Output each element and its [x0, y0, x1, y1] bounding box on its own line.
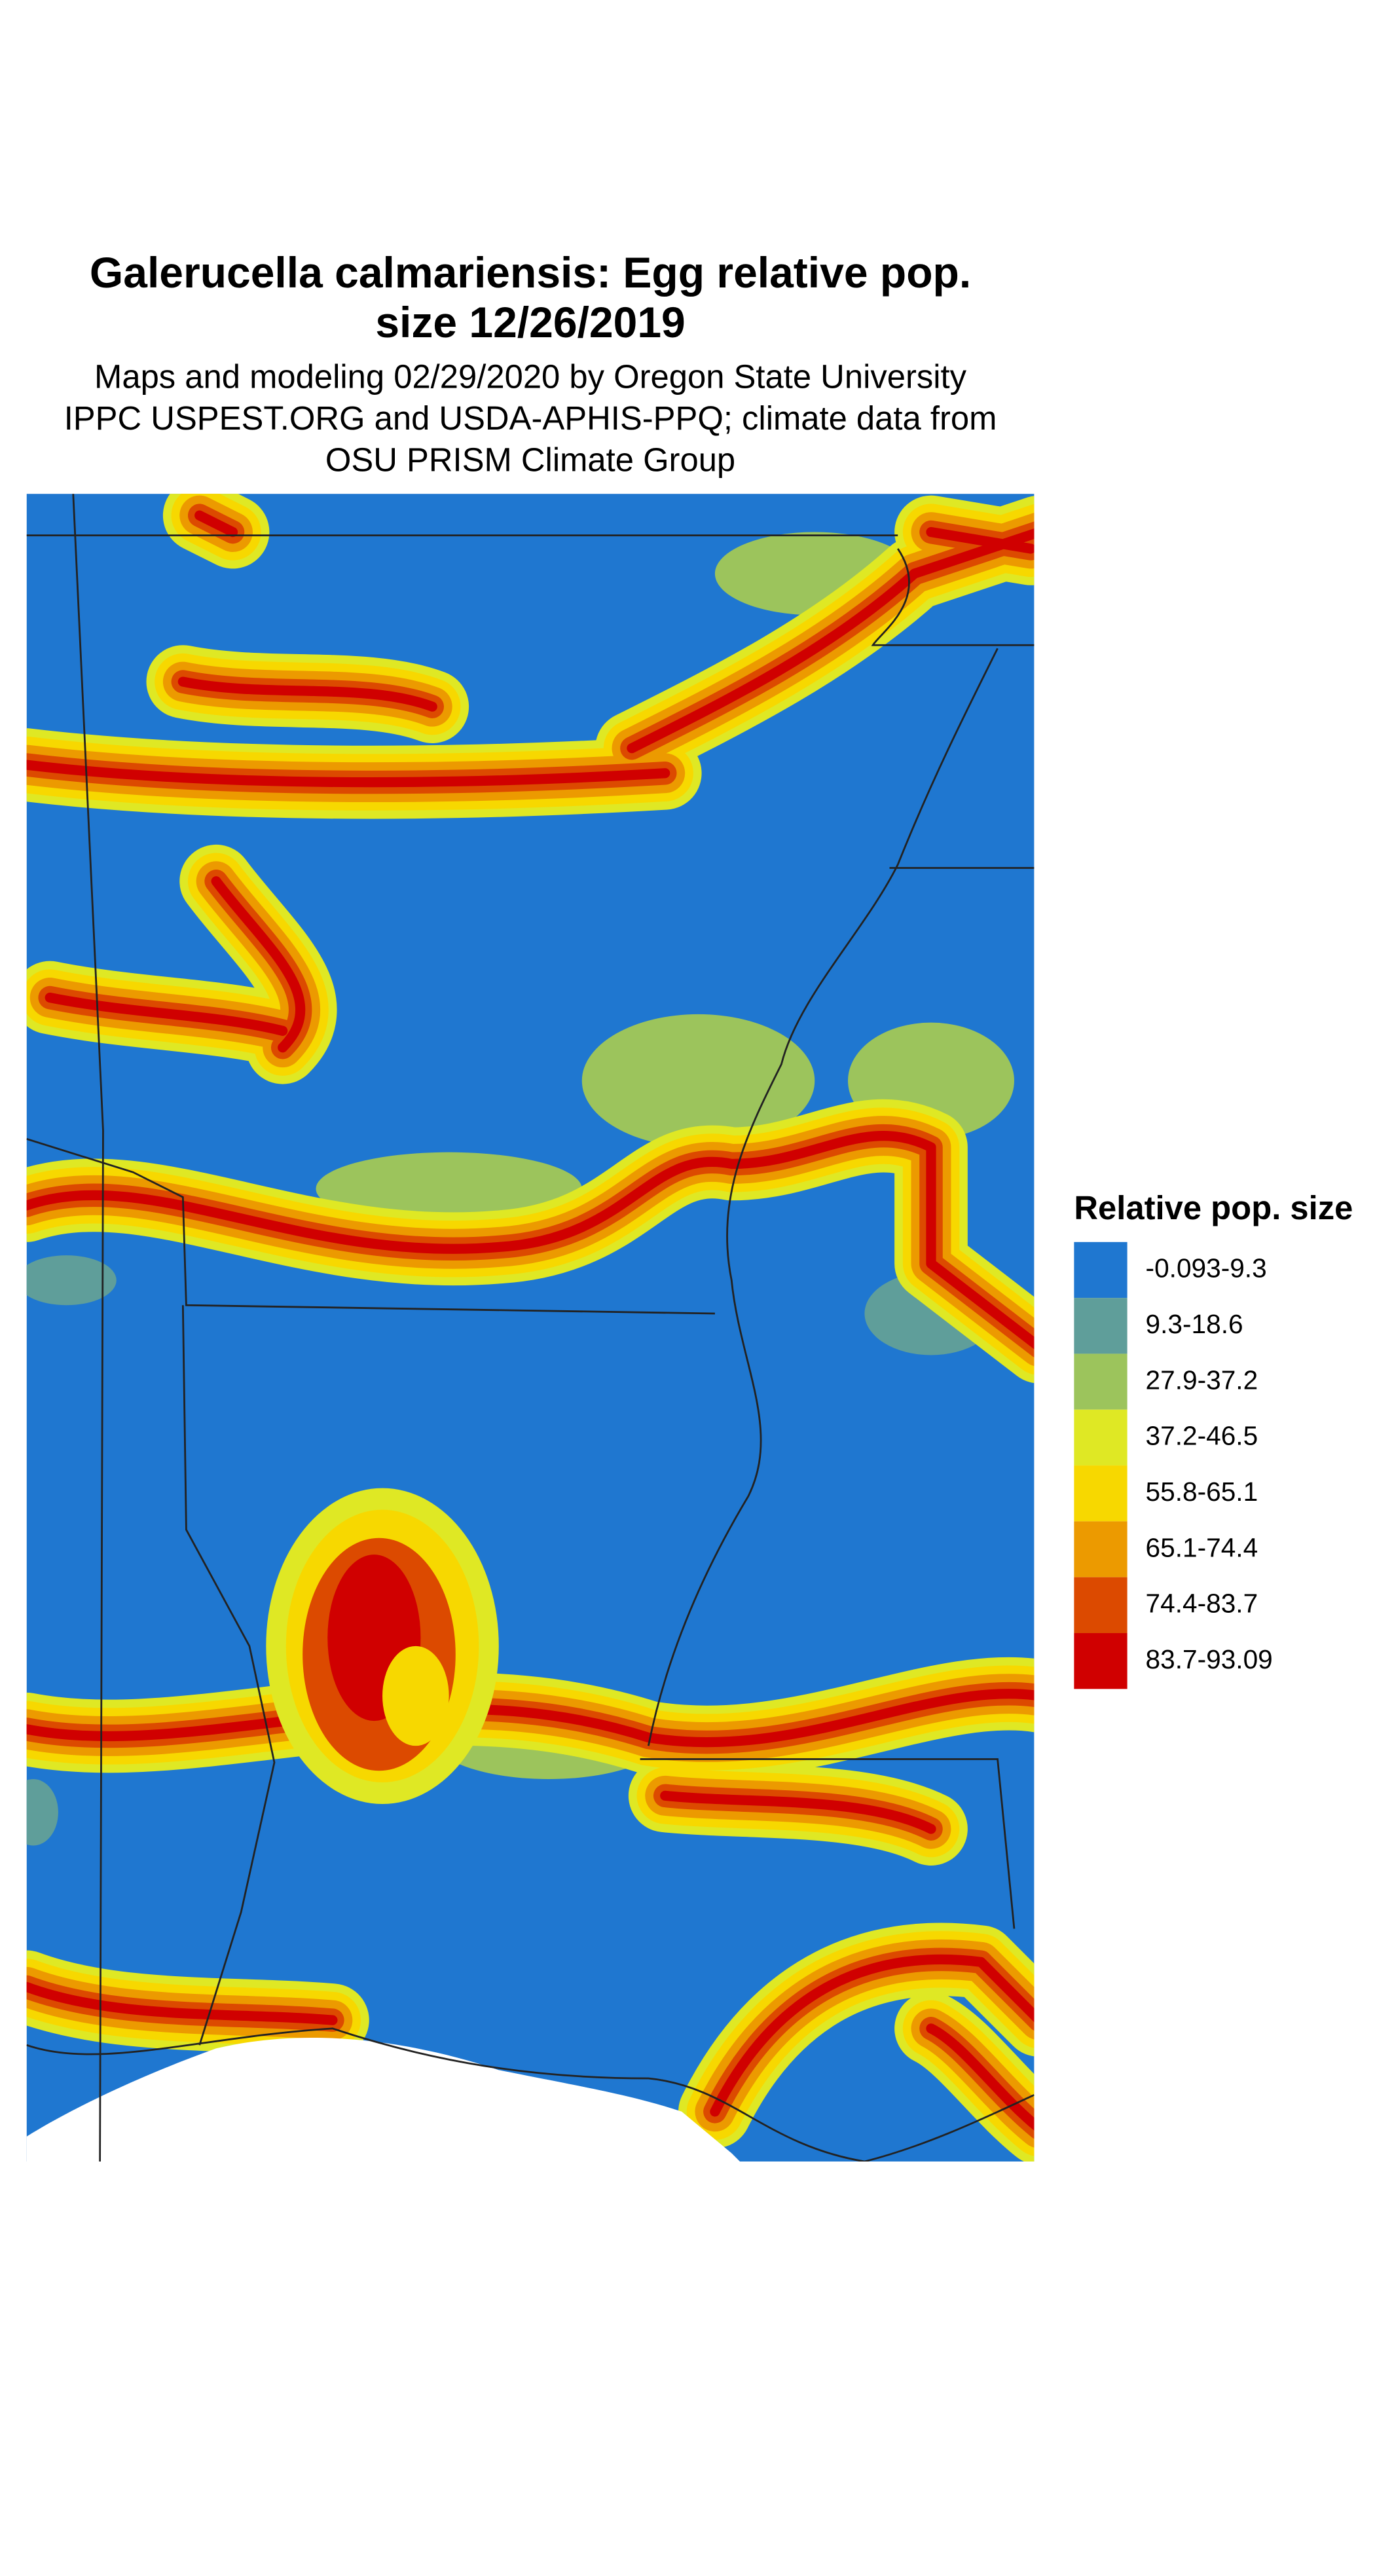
subtitle-line: Maps and modeling 02/29/2020 by Oregon S… — [94, 358, 967, 395]
boundary — [640, 1758, 1016, 1929]
legend-swatch — [1074, 1465, 1128, 1522]
hotspot-band — [660, 1790, 936, 1834]
legend-title: Relative pop. size — [1074, 1189, 1353, 1226]
boundary — [647, 648, 999, 1746]
legend-swatch — [1074, 1521, 1128, 1577]
zone — [316, 1152, 582, 1226]
hotspot-band — [177, 676, 437, 712]
legend-label: 9.3-18.6 — [1146, 1309, 1243, 1339]
boundary — [871, 548, 1035, 646]
hotspot-band — [926, 526, 1035, 554]
legend-swatch — [1074, 1353, 1128, 1410]
hotspot-band — [627, 528, 1035, 754]
legend-label: -0.093-9.3 — [1146, 1253, 1267, 1283]
legend-swatch — [1074, 1633, 1128, 1689]
title-line: size 12/26/2019 — [375, 298, 685, 346]
legend-label: 74.4-83.7 — [1146, 1589, 1258, 1619]
hotspot-band — [926, 2023, 1035, 2131]
legend-swatch — [1074, 1298, 1128, 1354]
gulf — [26, 2037, 1035, 2162]
hotspot-band — [26, 760, 670, 788]
hotspot-blob — [382, 1646, 449, 1746]
zone — [26, 1778, 58, 1846]
legend-swatch — [1074, 1409, 1128, 1466]
map — [26, 494, 1035, 2162]
boundary — [26, 2027, 1035, 2162]
hotspot-band — [710, 1954, 1035, 2117]
title-line: Galerucella calmariensis: Egg relative p… — [90, 248, 971, 297]
subtitle-line: IPPC USPEST.ORG and USDA-APHIS-PPQ; clim… — [64, 399, 997, 437]
legend-swatch — [1074, 1242, 1128, 1298]
hotspot-band — [194, 510, 238, 538]
hotspot-band — [26, 1689, 1035, 1748]
boundary — [181, 1305, 276, 2046]
hotspot-band — [211, 876, 306, 1053]
legend-label: 65.1-74.4 — [1146, 1532, 1258, 1562]
boundary — [72, 494, 104, 2162]
hotspot-band — [26, 1131, 1035, 1350]
subtitle-line: OSU PRISM Climate Group — [325, 441, 735, 478]
legend-label: 27.9-37.2 — [1146, 1365, 1258, 1395]
hotspot-band — [45, 992, 288, 1036]
legend-label: 55.8-65.1 — [1146, 1477, 1258, 1507]
legend-label: 83.7-93.09 — [1146, 1644, 1273, 1674]
legend-swatch — [1074, 1577, 1128, 1634]
hotspot-band — [26, 1981, 338, 2025]
legend-label: 37.2-46.5 — [1146, 1421, 1258, 1451]
zone — [26, 1255, 117, 1306]
boundary — [26, 1138, 715, 1315]
